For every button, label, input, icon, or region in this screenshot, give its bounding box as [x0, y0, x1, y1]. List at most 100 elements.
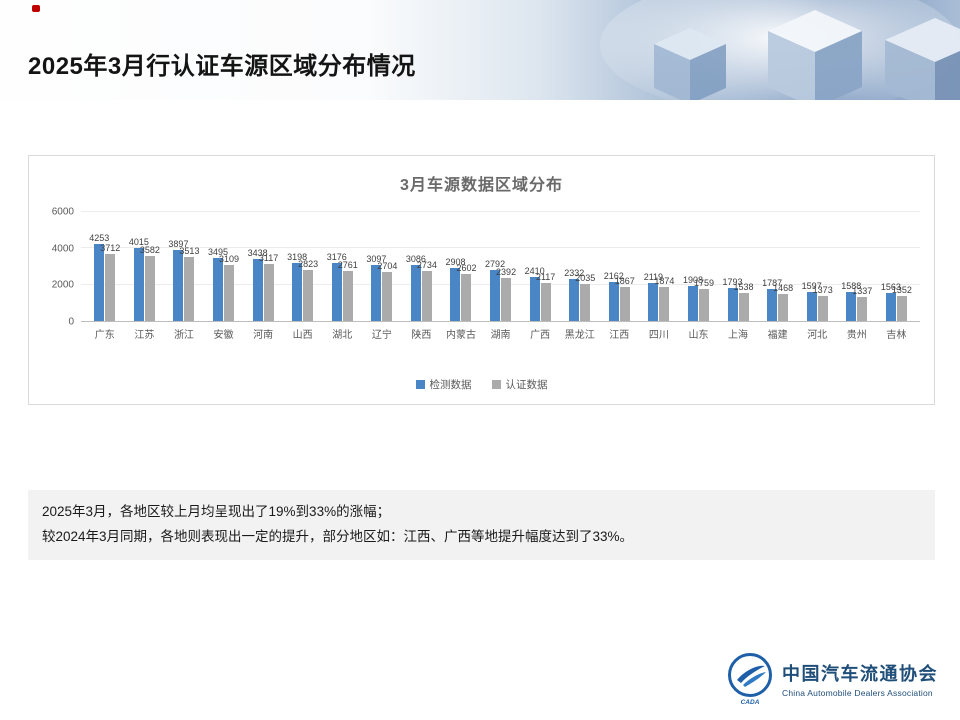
bar-认证数据: 3582 [140, 245, 160, 321]
bar-认证数据: 2823 [298, 259, 318, 321]
x-category-label: 四川 [648, 330, 669, 341]
bar-认证数据: 2602 [456, 263, 477, 321]
bar-检测数据: 4015 [129, 237, 149, 321]
bar-认证数据: 1874 [654, 276, 674, 321]
x-category-label: 江苏 [134, 330, 155, 341]
legend-label: 检测数据 [429, 379, 472, 391]
bar-group: 2162 1867 [600, 212, 640, 321]
x-category-label: 浙江 [173, 330, 194, 341]
x-category-label: 广西 [530, 330, 551, 341]
bar-group: 3198 2823 [283, 212, 323, 321]
chart-title: 3月车源数据区域分布 [400, 177, 563, 194]
bar-value-label: 3438 [247, 247, 268, 258]
y-tick-label: 6000 [51, 206, 74, 218]
bar-value-label: 4015 [128, 237, 149, 248]
bar-group: 2332 2035 [560, 212, 600, 321]
x-category-label: 陕西 [411, 330, 432, 341]
bar-认证数据: 2761 [338, 260, 358, 321]
bar-认证数据: 1352 [892, 285, 912, 321]
bar-检测数据: 3097 [366, 254, 386, 321]
bar-认证数据: 1468 [773, 283, 793, 321]
legend-item: 检测数据 [415, 377, 472, 392]
x-category-label: 安徽 [213, 330, 234, 341]
bar-value-label: 3097 [366, 253, 387, 264]
org-name-block: 中国汽车流通协会 China Automobile Dealers Associ… [782, 660, 938, 698]
x-category-label: 江西 [609, 330, 630, 341]
bar-检测数据: 4253 [89, 233, 109, 321]
chart-body: 0 2000 4000 6000 4253 3712 4015 3582 3897 3513 34… [41, 207, 920, 341]
bar-value-label: 1337 [852, 285, 873, 296]
bar-检测数据: 2792 [485, 259, 505, 321]
bar-value-label: 4253 [89, 232, 110, 243]
bar-value-label: 2162 [603, 270, 624, 281]
bar-检测数据: 1787 [762, 278, 782, 321]
bar-value-label: 1352 [891, 285, 912, 296]
bar-group: 3897 3513 [164, 212, 204, 321]
page-title: 2025年3月行认证车源区域分布情况 [28, 53, 416, 80]
bar-认证数据: 2035 [575, 273, 595, 321]
bar-认证数据: 3712 [100, 243, 120, 321]
x-category-label: 福建 [767, 330, 788, 341]
bar-value-label: 2734 [416, 260, 437, 271]
bar-value-label: 1468 [773, 283, 794, 294]
bar-group: 3086 2734 [402, 212, 442, 321]
bar-检测数据: 2410 [525, 266, 545, 321]
gridline [81, 247, 920, 249]
bar-value-label: 2119 [643, 271, 664, 282]
bar-group: 3495 3109 [204, 212, 244, 321]
bar-检测数据: 3086 [406, 254, 426, 321]
bar-group: 4253 3712 [85, 212, 125, 321]
x-category-label: 辽宁 [371, 330, 392, 341]
bar-value-label: 3176 [326, 252, 347, 263]
legend-swatch [415, 380, 425, 389]
x-category-label: 湖南 [490, 330, 511, 341]
summary-box: 2025年3月，各地区较上月均呈现出了19%到33%的涨幅； 较2024年3月同… [28, 490, 935, 560]
bar-value-label: 3513 [179, 246, 200, 257]
bar-检测数据: 1793 [723, 277, 743, 321]
bar-value-label: 3086 [405, 253, 426, 264]
bar-value-label: 2392 [496, 266, 517, 277]
bar-value-label: 2908 [445, 257, 466, 268]
org-name-cn: 中国汽车流通协会 [782, 664, 938, 684]
bar-value-label: 3582 [139, 244, 160, 255]
bar-认证数据: 3109 [219, 254, 239, 321]
plot-wrap: 4253 3712 4015 3582 3897 3513 3495 3109 3438 3117… [81, 211, 920, 341]
bar-检测数据: 2908 [445, 257, 466, 321]
bar-group: 2792 2392 [481, 212, 521, 321]
bar-value-label: 2035 [575, 273, 596, 284]
bar-检测数据: 1597 [802, 281, 822, 321]
bar-value-label: 1908 [682, 275, 703, 286]
bar-认证数据: 2734 [417, 260, 437, 321]
bar-value-label: 3712 [100, 242, 121, 253]
bar-检测数据: 3198 [287, 252, 307, 321]
chart-legend: 检测数据 认证数据 [29, 377, 934, 392]
bar-value-label: 2332 [564, 267, 585, 278]
bar-value-label: 1588 [841, 281, 862, 292]
bar-检测数据: 2332 [564, 268, 584, 321]
bar-value-label: 1787 [762, 277, 783, 288]
bar-value-label: 1874 [654, 275, 675, 286]
banner-cubes-art [600, 0, 960, 100]
bar-group: 2908 2602 [441, 212, 481, 321]
bar-value-label: 2602 [456, 262, 477, 273]
bar-认证数据: 1759 [694, 278, 714, 321]
bar-检测数据: 1588 [841, 281, 861, 321]
bar-value-label: 3117 [258, 253, 279, 264]
cada-logo-icon [728, 653, 772, 697]
legend-label: 认证数据 [505, 379, 548, 391]
x-category-label: 黑龙江 [564, 330, 595, 341]
gridline [81, 211, 920, 212]
corner-mark [32, 5, 40, 12]
bar-value-label: 2704 [377, 260, 398, 271]
bar-认证数据: 1337 [852, 286, 872, 321]
bar-检测数据: 2119 [644, 272, 663, 321]
bar-group: 2119 1874 [639, 212, 679, 321]
bar-value-label: 1867 [614, 276, 635, 287]
bar-检测数据: 3438 [248, 248, 268, 321]
y-tick-label: 4000 [51, 243, 74, 255]
bar-value-label: 3109 [219, 253, 240, 264]
bar-认证数据: 1373 [813, 285, 833, 321]
bar-value-label: 2792 [485, 259, 506, 270]
x-category-label: 广东 [94, 330, 115, 341]
bar-group: 2410 2117 [520, 212, 560, 321]
